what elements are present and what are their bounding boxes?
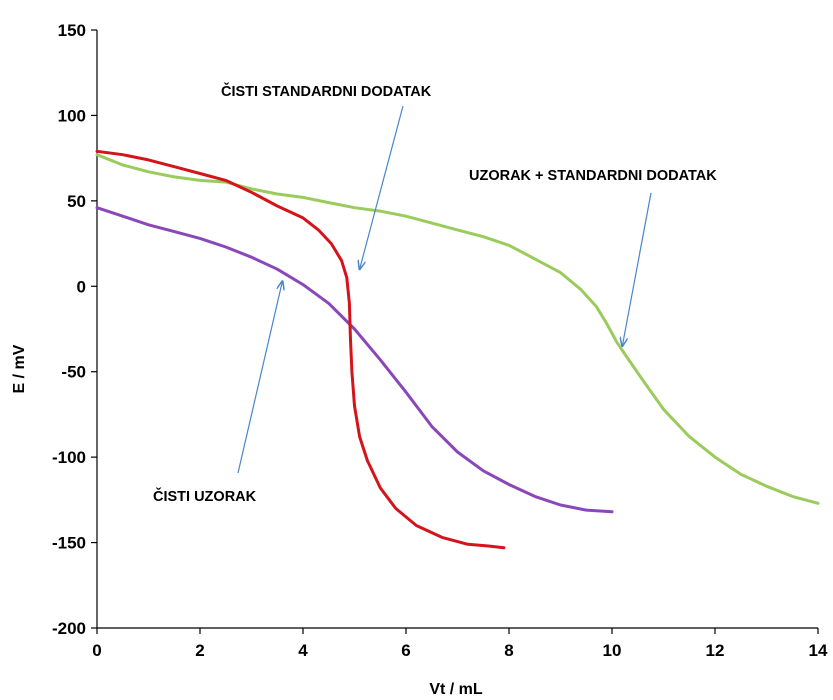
plot-area: 150 100 50 0 -50 -100 -150 -200 0 2 4 6 8 10 12 14 [52, 21, 828, 660]
x-tick-label: 8 [504, 641, 513, 660]
annotation-standard-label: ČISTI STANDARDNI DODATAK [221, 82, 432, 100]
x-tick-label: 10 [603, 641, 622, 660]
y-tick-label: 0 [77, 277, 86, 296]
x-tick-label: 4 [298, 641, 308, 660]
annotation-sample-label: ČISTI UZORAK [153, 487, 257, 505]
annotation-sample: ČISTI UZORAK [153, 281, 282, 505]
annotation-sample-plus-standard-label: UZORAK + STANDARDNI DODATAK [469, 168, 717, 184]
x-tick-label: 0 [92, 641, 101, 660]
series-line-red [95, 149, 506, 550]
x-axis-ticks: 0 2 4 6 8 10 12 14 [92, 628, 828, 660]
y-tick-label: -50 [61, 363, 86, 382]
series-layer [95, 149, 820, 550]
y-tick-label: 50 [67, 192, 86, 211]
annotation-sample-plus-standard-arrow [622, 192, 652, 346]
x-tick-label: 14 [809, 641, 828, 660]
annotation-standard: ČISTI STANDARDNI DODATAK [221, 82, 432, 269]
y-axis-title: E / mV [11, 344, 28, 393]
y-tick-label: 150 [58, 21, 86, 40]
y-tick-label: -200 [52, 619, 86, 638]
annotation-standard-arrow [360, 105, 404, 269]
annotation-sample-arrow [237, 281, 282, 474]
x-tick-label: 2 [195, 641, 204, 660]
x-tick-label: 12 [706, 641, 725, 660]
x-tick-label: 6 [401, 641, 410, 660]
y-tick-label: -100 [52, 448, 86, 467]
y-tick-label: -150 [52, 534, 86, 553]
annotation-sample-plus-standard: UZORAK + STANDARDNI DODATAK [469, 168, 717, 346]
x-axis-title: Vt / mL [429, 681, 483, 698]
series-line-purple [95, 206, 614, 514]
y-axis-ticks: 150 100 50 0 -50 -100 -150 -200 [52, 21, 97, 638]
y-tick-label: 100 [58, 106, 86, 125]
